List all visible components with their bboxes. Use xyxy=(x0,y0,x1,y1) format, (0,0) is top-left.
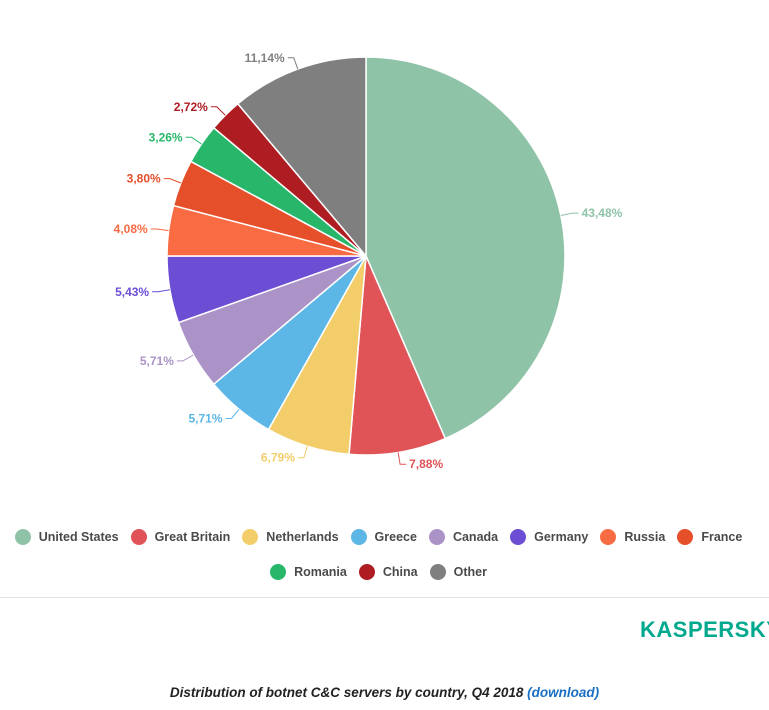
legend-label: Germany xyxy=(534,530,589,544)
slice-label-united-states: 43,48% xyxy=(582,206,623,220)
leader-line-canada xyxy=(176,354,194,362)
kaspersky-logo: KASPERSKY lab xyxy=(640,617,769,643)
pie-chart: 43,48% 7,88% 6,79% 5,71% 5,71% 5,43% 4,08% 3,80… xyxy=(114,51,623,471)
legend-label: Other xyxy=(453,565,487,579)
leader-line-greece xyxy=(225,408,240,419)
legend-item-united-states[interactable]: United States xyxy=(14,529,119,545)
legend-label: United States xyxy=(38,530,119,544)
legend-swatch xyxy=(510,529,527,545)
download-link[interactable]: (download) xyxy=(527,685,600,700)
legend-item-germany[interactable]: Germany xyxy=(510,529,588,545)
legend-item-greece[interactable]: Greece xyxy=(350,529,417,545)
leader-line-germany xyxy=(152,289,170,293)
slice-label-other: 11,14% xyxy=(245,51,285,65)
slice-label-france: 3,80% xyxy=(127,172,161,186)
slice-label-canada: 5,71% xyxy=(140,354,174,368)
legend-item-romania[interactable]: Romania xyxy=(270,564,347,580)
legend-swatch xyxy=(14,529,31,545)
legend-swatch xyxy=(358,564,375,580)
pie-slice-great-britain xyxy=(348,255,447,456)
legend-item-other[interactable]: Other xyxy=(429,564,487,580)
legend-swatch xyxy=(428,529,445,545)
legend-label: Great Britain xyxy=(154,530,231,544)
chart-caption: Distribution of botnet C&C servers by co… xyxy=(0,685,769,700)
legend-label: Greece xyxy=(374,530,417,544)
legend-label: Russia xyxy=(624,530,666,544)
slice-label-russia: 4,08% xyxy=(114,222,148,236)
leader-line-france xyxy=(163,178,182,184)
pie-slice-united-states xyxy=(365,56,566,440)
legend-swatch xyxy=(270,564,287,580)
legend-row-2: Romania China Other xyxy=(0,564,769,580)
slice-label-china: 2,72% xyxy=(174,100,208,114)
slice-label-netherlands: 6,79% xyxy=(261,451,295,465)
leader-line-china xyxy=(210,106,226,116)
legend-swatch xyxy=(242,529,259,545)
legend-swatch xyxy=(130,529,147,545)
legend-swatch xyxy=(429,564,446,580)
legend-item-france[interactable]: France xyxy=(677,529,742,545)
legend-item-great-britain[interactable]: Great Britain xyxy=(130,529,231,545)
legend-swatch xyxy=(350,529,367,545)
leader-line-russia xyxy=(150,228,169,232)
logo-text: KASPERSKY xyxy=(640,617,769,642)
leader-line-netherlands xyxy=(297,446,308,459)
legend-item-china[interactable]: China xyxy=(358,564,418,580)
divider xyxy=(0,597,769,598)
leader-line-romania xyxy=(185,136,202,145)
legend-item-netherlands[interactable]: Netherlands xyxy=(242,529,339,545)
legend-label: Canada xyxy=(452,530,499,544)
legend-label: France xyxy=(701,530,743,544)
legend-label: China xyxy=(382,565,418,579)
legend-swatch xyxy=(600,529,617,545)
slice-label-romania: 3,26% xyxy=(149,130,183,144)
legend-item-russia[interactable]: Russia xyxy=(600,529,665,545)
legend-swatch xyxy=(677,529,694,545)
legend-label: Netherlands xyxy=(266,530,339,544)
legend-row-1: United States Great Britain Netherlands Gre… xyxy=(0,529,769,545)
leader-line-great-britain xyxy=(397,452,407,465)
slice-label-germany: 5,43% xyxy=(115,285,149,299)
legend-label: Romania xyxy=(294,565,347,579)
caption-text: Distribution of botnet C&C servers by co… xyxy=(169,685,524,700)
leader-line-united-states xyxy=(560,212,579,216)
leader-line-other xyxy=(287,57,299,70)
slice-label-great-britain: 7,88% xyxy=(409,457,443,471)
slice-label-greece: 5,71% xyxy=(188,412,222,426)
legend-item-canada[interactable]: Canada xyxy=(428,529,499,545)
